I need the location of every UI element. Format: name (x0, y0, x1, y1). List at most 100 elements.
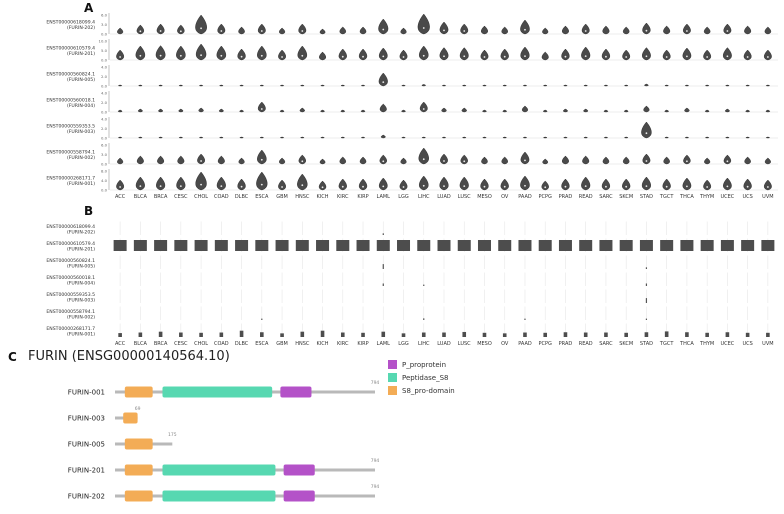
ytick-label: 0.0 (101, 187, 108, 192)
cancer-label: UCEC (720, 194, 734, 200)
violin (541, 51, 549, 61)
usage-block (154, 240, 168, 251)
violin (441, 107, 447, 113)
transcript-name-label: (FURIN-201) (67, 247, 95, 253)
violin (419, 45, 429, 61)
usage-bar (604, 332, 608, 337)
ytick-label: 0.0 (101, 83, 108, 88)
violin-median-dot (564, 55, 567, 58)
violin (155, 45, 166, 61)
violin (116, 179, 124, 191)
violin (703, 179, 712, 191)
violin (195, 14, 207, 35)
violin (421, 84, 426, 87)
usage-block (336, 240, 350, 251)
cancer-label: PRAD (559, 341, 573, 347)
ytick-label: 4.0 (101, 116, 108, 121)
usage-block (619, 240, 633, 251)
cancer-label: LUSC (458, 341, 471, 347)
protein-name: FURIN-201 (68, 467, 105, 475)
ytick-label: 0.0 (101, 57, 108, 62)
violin (279, 157, 286, 165)
violin (542, 27, 549, 35)
usage-bar (725, 332, 730, 337)
cancer-label: THCA (679, 194, 694, 200)
cancer-label: THYM (699, 341, 714, 347)
usage-block (356, 240, 370, 251)
violin (745, 136, 750, 139)
usage-tick (645, 283, 648, 286)
violin (642, 22, 651, 35)
usage-bar (523, 332, 527, 337)
usage-bar (664, 331, 669, 337)
violin (378, 47, 388, 61)
violin (117, 27, 124, 35)
violin-median-dot (524, 55, 526, 57)
usage-block (538, 240, 552, 251)
ytick-label: 2.0 (101, 100, 108, 105)
violin (218, 108, 224, 113)
violin (257, 45, 267, 61)
violin (602, 156, 610, 165)
violin (583, 136, 588, 139)
violin-median-dot (200, 27, 202, 30)
violin-median-dot (200, 160, 202, 162)
transcript-id-label: ENST00000560824.1 (46, 258, 95, 264)
violin-median-dot (443, 185, 445, 188)
violin-median-dot (159, 185, 162, 188)
violin (359, 156, 367, 165)
violin-median-dot (706, 56, 709, 58)
cancer-label: DLBC (235, 341, 249, 347)
cancer-label: MESO (477, 194, 492, 200)
violin-median-dot (645, 29, 648, 32)
violin-median-dot (645, 185, 648, 188)
violin (156, 23, 165, 35)
usage-bar (685, 332, 689, 337)
violin-median-dot (422, 27, 425, 29)
violin (216, 176, 226, 191)
violin (644, 83, 649, 87)
violin (117, 109, 123, 113)
violin (563, 84, 568, 87)
violin (338, 48, 347, 61)
s8-pro-domain-swatch-icon (388, 386, 397, 395)
transcript-id-label: ENST00000268171.7 (46, 176, 95, 182)
violin (482, 84, 487, 87)
violin-median-dot (220, 185, 223, 188)
usage-block (397, 240, 411, 251)
usage-tick (382, 233, 384, 235)
violin (603, 84, 608, 87)
violin (320, 109, 325, 113)
violin (582, 155, 590, 165)
violin (299, 107, 305, 113)
usage-bar (381, 331, 386, 337)
violin-median-dot (200, 183, 202, 186)
violin-median-dot (524, 28, 526, 31)
violin (622, 156, 630, 165)
transcript-id-label: ENST00000610579.4 (46, 241, 95, 247)
usage-bar (482, 332, 487, 337)
violin (601, 48, 611, 61)
violin (603, 109, 609, 113)
violin (399, 179, 408, 191)
violin (280, 136, 285, 139)
violin (199, 136, 204, 139)
cancer-label: ACC (115, 194, 126, 200)
usage-bar (118, 333, 122, 337)
usage-tick (382, 283, 384, 286)
legend-label-s8-pro-domain: S8_pro-domain (402, 386, 455, 395)
violin (683, 154, 691, 165)
violin (723, 177, 732, 191)
violin (480, 178, 489, 191)
violin (237, 178, 246, 191)
violin-median-dot (645, 132, 648, 135)
violin-median-dot (686, 185, 688, 188)
protein-name: FURIN-202 (68, 493, 105, 501)
usage-block (376, 240, 390, 251)
protein-length-label: 794 (371, 458, 380, 464)
violin-median-dot (645, 55, 648, 58)
violin-median-dot (463, 55, 466, 58)
violin (583, 84, 588, 87)
cancer-label: PCPG (539, 194, 553, 200)
violin-median-dot (260, 108, 263, 110)
